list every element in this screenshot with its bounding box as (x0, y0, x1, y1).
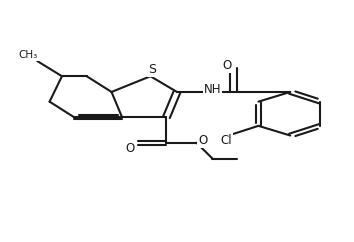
Text: O: O (126, 142, 135, 155)
Text: S: S (148, 63, 156, 76)
Text: O: O (222, 59, 231, 72)
Text: NH: NH (204, 83, 221, 96)
Text: O: O (198, 134, 207, 147)
Text: CH₃: CH₃ (19, 50, 38, 60)
Text: Cl: Cl (221, 134, 232, 147)
